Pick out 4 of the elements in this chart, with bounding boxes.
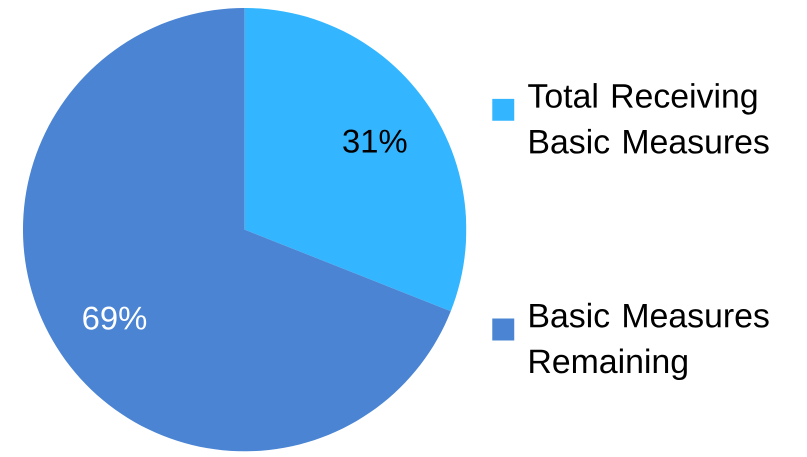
data-label: 69%: [83, 306, 146, 330]
legend-label: Basic Measures Remaining: [530, 302, 769, 380]
legend-label: Total Receiving Basic Measures: [528, 82, 769, 154]
data-label: 31%: [343, 129, 406, 153]
